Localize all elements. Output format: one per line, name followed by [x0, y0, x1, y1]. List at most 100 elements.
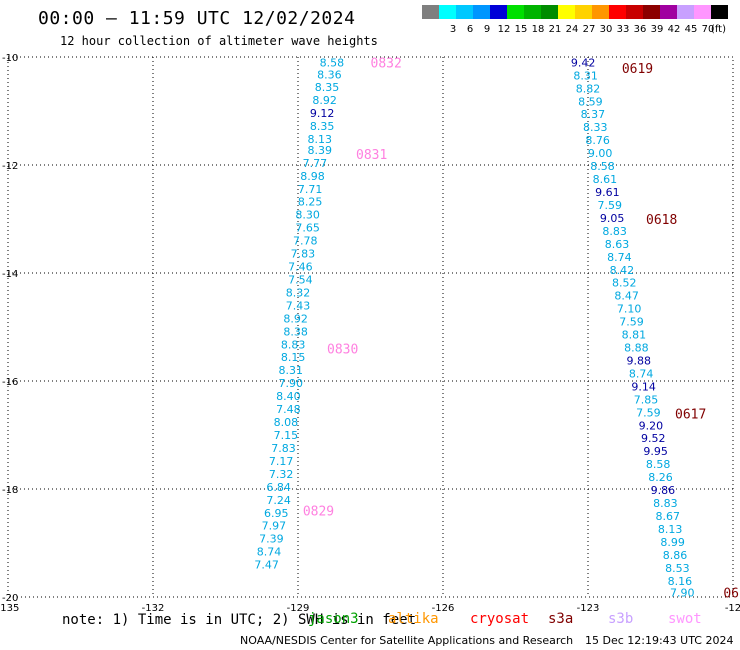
- pass-time-label: 0829: [303, 505, 334, 520]
- color-swatch: [660, 5, 677, 19]
- x-tick-label: -12: [725, 603, 740, 612]
- color-swatch: [507, 5, 524, 19]
- y-tick-label: -12: [2, 161, 18, 172]
- x-tick-label: -129: [287, 603, 310, 612]
- wave-height-point: 7.59: [598, 199, 623, 212]
- wave-height-point: 7.77: [303, 157, 328, 170]
- wave-height-point: 8.82: [576, 82, 601, 95]
- wave-height-point: 8.59: [578, 95, 603, 108]
- color-scale-label: 3: [450, 24, 456, 35]
- color-scale-label: 6: [467, 24, 473, 35]
- color-scale-label: 36: [634, 24, 647, 35]
- wave-height-point: 8.58: [320, 56, 345, 69]
- wave-height-point: 8.67: [656, 510, 681, 523]
- wave-height-point: 8.42: [610, 264, 635, 277]
- chart-title: 00:00 – 11:59 UTC 12/02/2024: [38, 8, 356, 29]
- color-swatch: [439, 5, 456, 19]
- wave-height-point: 8.88: [624, 342, 649, 355]
- wave-height-point: 8.31: [279, 364, 304, 377]
- pass-time-label: 0830: [327, 343, 358, 358]
- color-swatch: [677, 5, 694, 19]
- wave-height-point: 8.61: [593, 173, 618, 186]
- wave-height-point: 8.86: [663, 549, 688, 562]
- color-swatch: [541, 5, 558, 19]
- satellite-legend-item: altika: [388, 611, 439, 627]
- pass-time-label: 0832: [371, 56, 402, 71]
- pass-time-label: 0831: [356, 148, 387, 163]
- footnote: note: 1) Time is in UTC; 2) SWH is in fe…: [62, 612, 417, 628]
- wave-height-point: 8.83: [602, 225, 627, 238]
- wave-height-point: 9.00: [588, 147, 613, 160]
- y-tick-label: -14: [2, 269, 18, 280]
- wave-height-point: 8.52: [612, 277, 637, 290]
- y-tick-label: -18: [2, 485, 18, 496]
- wave-height-point: 8.08: [274, 416, 299, 429]
- color-swatch: [456, 5, 473, 19]
- color-swatch: [694, 5, 711, 19]
- wave-height-point: 9.61: [595, 186, 620, 199]
- wave-height-point: 7.90: [279, 377, 304, 390]
- wave-height-point: 8.13: [658, 523, 683, 536]
- satellite-legend-item: swot: [668, 611, 702, 627]
- color-scale-label: 33: [617, 24, 630, 35]
- color-swatch: [575, 5, 592, 19]
- color-scale-label: 9: [484, 24, 490, 35]
- color-scale-label: 30: [600, 24, 613, 35]
- color-scale-label: 18: [532, 24, 545, 35]
- color-scale-label: 45: [685, 24, 698, 35]
- x-tick-label: -135: [0, 603, 19, 612]
- wave-height-plot: -135 -132 -129 -126 -123 -12 -10 -12 -14 -16 -18 -2…: [0, 53, 740, 612]
- plot-frame: [7, 56, 734, 598]
- wave-height-point: 7.43: [286, 299, 311, 312]
- wave-height-point: 8.39: [308, 144, 333, 157]
- wave-height-point: 7.78: [293, 235, 318, 248]
- credit-text: NOAA/NESDIS Center for Satellite Applica…: [240, 634, 574, 647]
- wave-height-point: 9.12: [310, 107, 335, 120]
- x-tick-label: -132: [142, 603, 165, 612]
- wave-height-point: 8.32: [286, 286, 311, 299]
- wave-height-point: 7.97: [262, 520, 287, 533]
- wave-height-point: 7.39: [259, 533, 284, 546]
- pass-time-label: 0618: [646, 213, 677, 228]
- wave-height-point: 9.88: [627, 354, 652, 367]
- wave-height-point: 8.74: [629, 367, 654, 380]
- wave-height-point: 8.98: [300, 170, 325, 183]
- color-scale-label: 24: [566, 24, 579, 35]
- wave-height-point: 8.58: [646, 458, 671, 471]
- wave-height-point: 9.52: [641, 432, 666, 445]
- wave-height-point: 6.84: [266, 481, 291, 494]
- wave-height-point: 8.37: [581, 108, 606, 121]
- wave-height-point: 7.15: [274, 429, 299, 442]
- wave-height-point: 8.15: [281, 351, 306, 364]
- color-scale-label: 15: [515, 24, 528, 35]
- pass-time-label: 0619: [622, 62, 653, 77]
- wave-height-point: 8.25: [298, 196, 323, 209]
- wave-height-point: 7.47: [254, 559, 279, 572]
- color-scale-label: 21: [549, 24, 562, 35]
- wave-height-point: 7.59: [619, 316, 644, 329]
- wave-height-point: 8.30: [295, 209, 320, 222]
- wave-height-point: 7.59: [636, 406, 661, 419]
- color-swatch: [609, 5, 626, 19]
- wave-height-point: 8.35: [315, 81, 340, 94]
- wave-height-point: 8.31: [573, 69, 598, 82]
- wave-height-point: 8.74: [607, 251, 632, 264]
- chart-subtitle: 12 hour collection of altimeter wave hei…: [60, 34, 378, 48]
- color-scale-label: 27: [583, 24, 596, 35]
- color-swatch: [524, 5, 541, 19]
- pass-time-label: 0617: [675, 407, 706, 422]
- wave-height-point: 7.48: [276, 403, 301, 416]
- satellite-legend-item: jason3: [308, 611, 359, 627]
- color-scale-label: 12: [498, 24, 511, 35]
- color-scale-label: 42: [668, 24, 681, 35]
- wave-height-point: 7.71: [298, 183, 323, 196]
- x-tick-label: -126: [432, 603, 455, 612]
- wave-height-point: 8.63: [605, 238, 630, 251]
- color-scale-legend: 3 6 9 12 15 18 21 24 27 30 33 36 39 42 45 70(ft): [422, 5, 728, 35]
- color-swatch: [711, 5, 728, 19]
- color-scale-label: 39: [651, 24, 664, 35]
- generated-timestamp: 15 Dec 12:19:43 UTC 2024: [585, 634, 734, 647]
- wave-height-point: 8.99: [660, 536, 685, 549]
- wave-height-point: 7.32: [269, 468, 294, 481]
- wave-height-point: 7.54: [288, 273, 313, 286]
